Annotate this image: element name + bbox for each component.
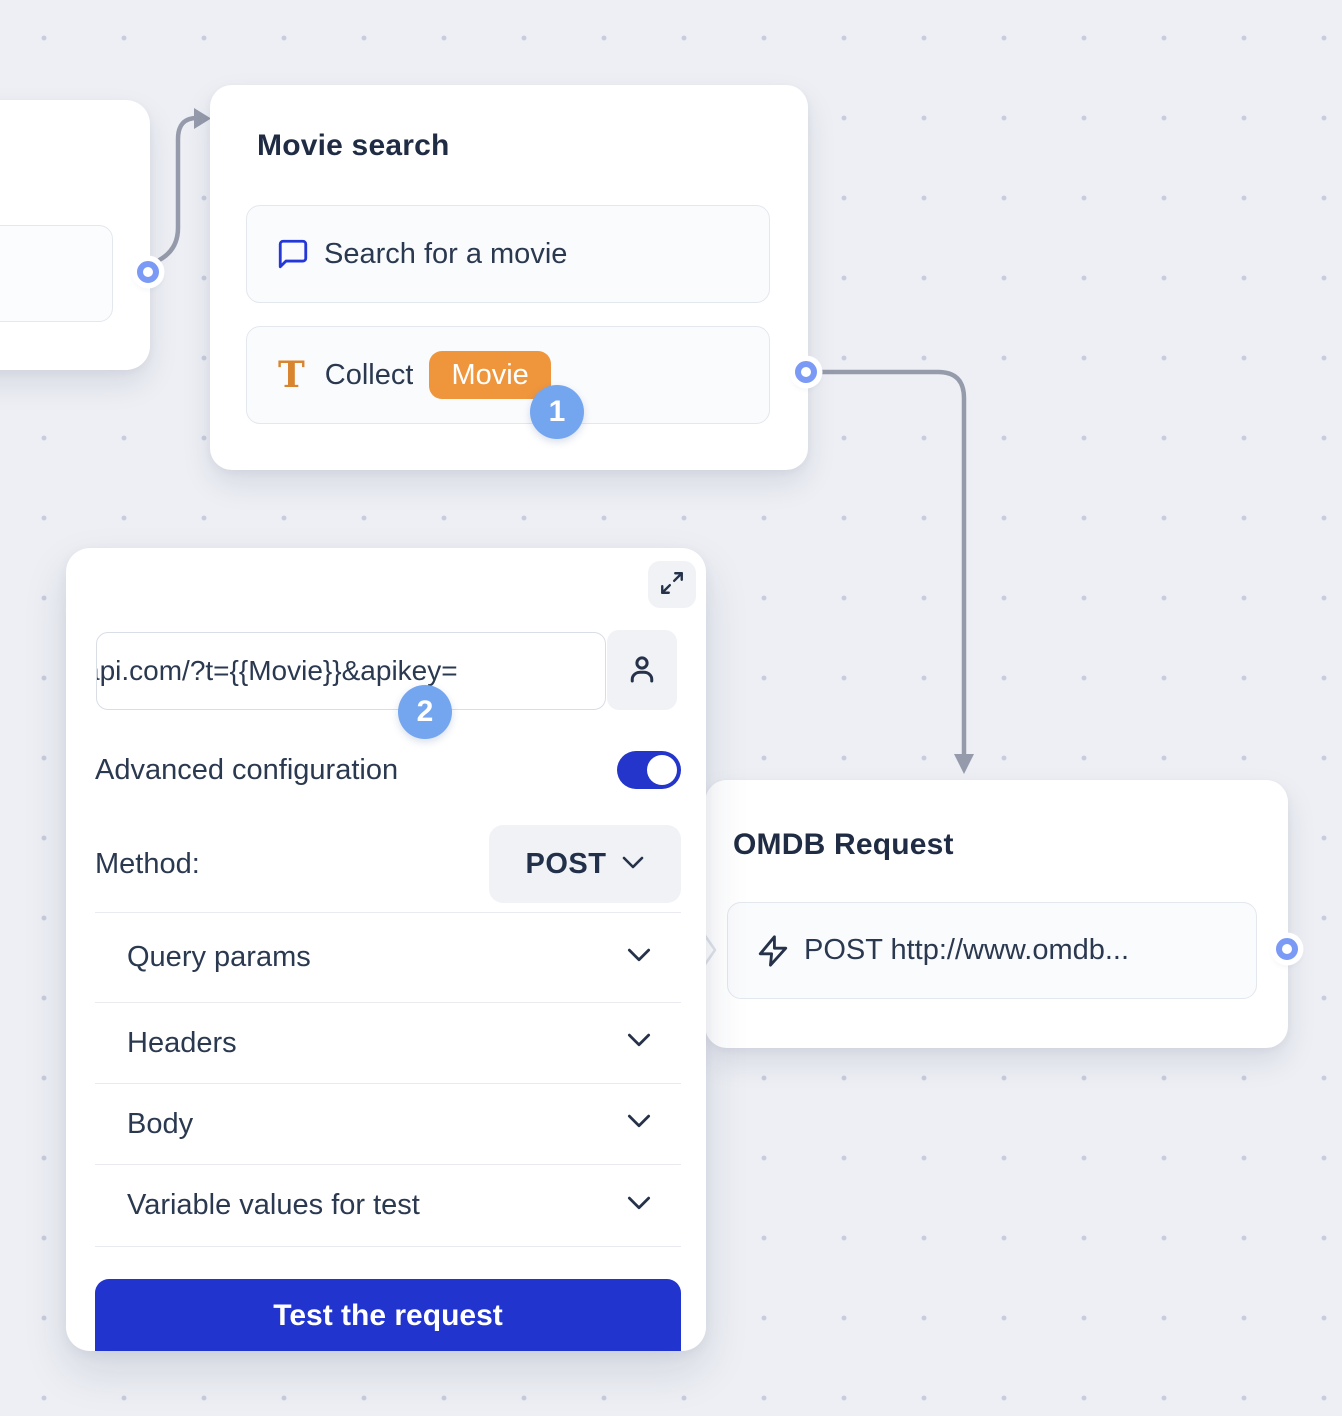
collapsible-sections: Query params Headers Body bbox=[95, 912, 681, 1247]
lightning-icon bbox=[756, 934, 790, 968]
chevron-down-icon bbox=[622, 856, 644, 873]
method-row: Method: POST bbox=[95, 825, 681, 903]
chevron-down-icon bbox=[627, 1033, 651, 1053]
partial-node-card[interactable] bbox=[0, 100, 150, 370]
block-question-text[interactable]: Search for a movie bbox=[246, 205, 770, 303]
insert-variable-button[interactable] bbox=[607, 630, 677, 710]
output-port-omdb-request[interactable] bbox=[1276, 938, 1298, 960]
test-request-button[interactable]: Test the request bbox=[95, 1279, 681, 1351]
step-annotation-1: 1 bbox=[530, 385, 584, 439]
block-label: Collect bbox=[324, 358, 414, 391]
advanced-configuration-row: Advanced configuration bbox=[95, 746, 681, 794]
section-label: Query params bbox=[127, 941, 311, 973]
request-url-input[interactable]: api.com/?t={{Movie}}&apikey= bbox=[96, 632, 606, 710]
node-title-omdb-request: OMDB Request bbox=[733, 828, 954, 861]
connector-movie-search-to-omdb bbox=[819, 369, 967, 759]
section-divider bbox=[95, 1246, 681, 1247]
connector-left-to-movie-search bbox=[150, 115, 200, 266]
webhook-config-panel: api.com/?t={{Movie}}&apikey= 2 Advanced … bbox=[66, 548, 706, 1351]
expand-panel-button[interactable] bbox=[648, 561, 696, 608]
section-headers[interactable]: Headers bbox=[95, 1002, 681, 1083]
connector-arrowhead-down bbox=[954, 754, 974, 774]
output-port-partial-node[interactable] bbox=[137, 261, 159, 283]
variable-badge-movie: Movie bbox=[429, 351, 551, 399]
section-variable-values[interactable]: Variable values for test bbox=[95, 1164, 681, 1246]
section-label: Headers bbox=[127, 1026, 237, 1059]
node-movie-search[interactable]: Movie search Search for a movie T Collec… bbox=[210, 85, 808, 470]
expand-icon bbox=[659, 570, 685, 599]
partial-node-item[interactable] bbox=[0, 225, 113, 322]
chat-bubble-icon bbox=[276, 237, 310, 271]
toggle-knob bbox=[647, 755, 677, 785]
step-annotation-2: 2 bbox=[398, 685, 452, 739]
block-label: POST http://www.omdb... bbox=[804, 934, 1130, 966]
section-label: Variable values for test bbox=[127, 1189, 420, 1221]
block-collect-variable[interactable]: T Collect Movie bbox=[246, 326, 770, 424]
person-icon bbox=[624, 651, 660, 690]
method-label: Method: bbox=[95, 847, 200, 880]
block-label: Search for a movie bbox=[324, 237, 568, 270]
section-query-params[interactable]: Query params bbox=[95, 912, 681, 1002]
section-body[interactable]: Body bbox=[95, 1083, 681, 1164]
text-input-icon: T bbox=[278, 354, 305, 396]
node-title-movie-search: Movie search bbox=[257, 129, 450, 162]
output-port-movie-search[interactable] bbox=[795, 361, 817, 383]
advanced-configuration-toggle[interactable] bbox=[617, 751, 681, 789]
block-webhook-request[interactable]: POST http://www.omdb... bbox=[727, 902, 1257, 999]
chevron-down-icon bbox=[627, 948, 651, 968]
connector-arrowhead-right bbox=[194, 108, 211, 129]
node-omdb-request[interactable]: OMDB Request POST http://www.omdb... bbox=[697, 780, 1288, 1048]
chevron-down-icon bbox=[627, 1196, 651, 1216]
method-value: POST bbox=[525, 847, 607, 880]
section-label: Body bbox=[127, 1107, 194, 1140]
advanced-configuration-label: Advanced configuration bbox=[95, 753, 399, 786]
method-select[interactable]: POST bbox=[489, 825, 681, 903]
chevron-down-icon bbox=[627, 1114, 651, 1134]
